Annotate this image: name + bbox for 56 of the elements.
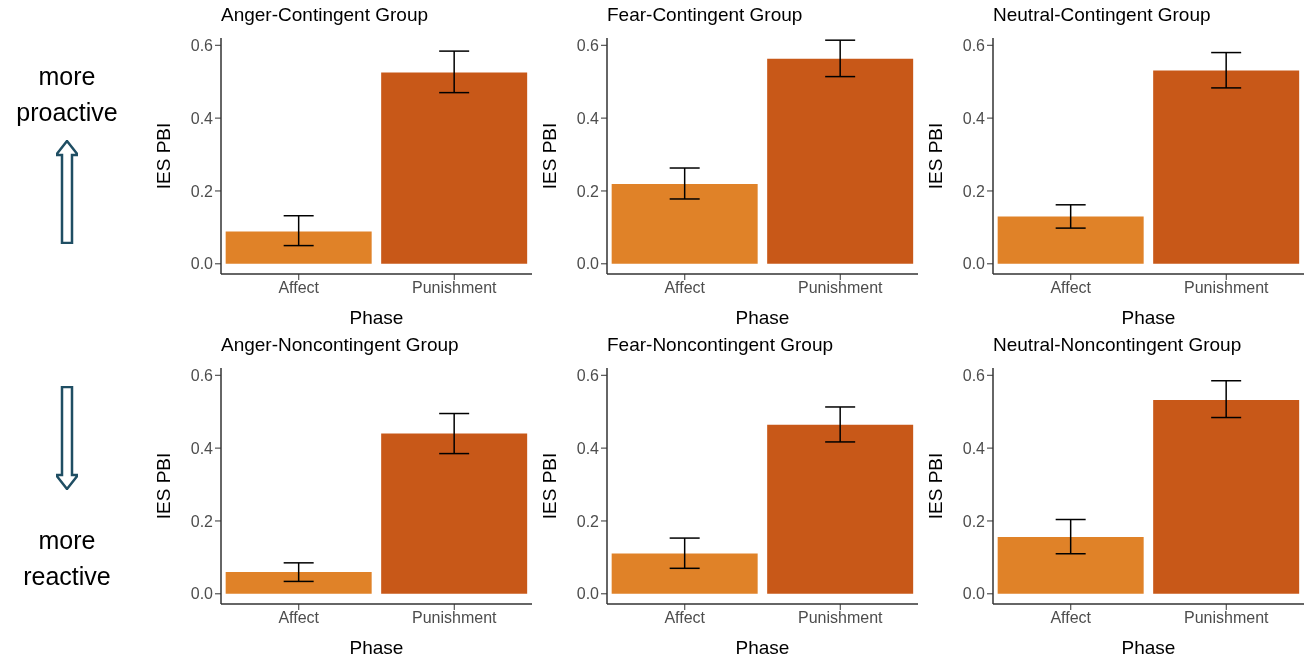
y-tick-label: 0.0 [962,255,986,273]
chart-title: Anger-Contingent Group [220,3,429,27]
chart-title: Anger-Noncontingent Group [220,333,460,357]
text: more reactive [22,525,112,592]
x-tick-label: Affect [278,609,320,627]
y-tick-label: 0.6 [190,36,214,54]
y-tick-label: 0.0 [190,585,214,603]
y-tick-label: 0.2 [190,182,214,200]
y-tick-label: 0.2 [576,512,600,530]
x-tick-label: Affect [1050,279,1092,297]
chart-title: Neutral-Noncontingent Group [992,333,1243,357]
text: more proactive [15,61,119,128]
y-tick-label: 0.2 [962,182,986,200]
x-tick-label: Affect [1050,609,1092,627]
y-tick-label: 0.4 [576,109,600,127]
x-axis-title: Phase [1121,637,1176,658]
x-tick-label: Punishment [1184,609,1270,627]
y-axis-title: IES PBI [538,452,560,520]
x-axis-title: Phase [735,637,790,658]
y-axis-title: IES PBI [538,122,560,190]
y-tick-label: 0.0 [962,585,986,603]
y-tick-label: 0.6 [576,366,600,384]
y-axis-title: IES PBI [924,452,946,520]
chart-title: Fear-Noncontingent Group [606,333,834,357]
x-tick-label: Punishment [412,609,498,627]
chart-title: Neutral-Contingent Group [992,3,1212,27]
y-axis-title: IES PBI [924,122,946,190]
x-tick-label: Affect [278,279,320,297]
x-axis-title: Phase [349,637,404,658]
x-tick-label: Punishment [412,279,498,297]
y-tick-label: 0.2 [962,512,986,530]
x-tick-label: Punishment [798,279,884,297]
x-tick-label: Affect [664,609,706,627]
x-tick-label: Affect [664,279,706,297]
y-tick-label: 0.4 [962,439,986,457]
y-tick-label: 0.6 [190,366,214,384]
y-tick-label: 0.6 [962,366,986,384]
y-tick-label: 0.0 [576,255,600,273]
x-axis-title: Phase [735,307,790,328]
y-tick-label: 0.4 [576,439,600,457]
y-tick-label: 0.6 [962,36,986,54]
y-tick-label: 0.0 [190,255,214,273]
y-axis-title: IES PBI [152,122,174,190]
chart-title: Fear-Contingent Group [606,3,804,27]
y-tick-label: 0.4 [190,109,214,127]
y-tick-label: 0.4 [962,109,986,127]
x-tick-label: Punishment [798,609,884,627]
y-tick-label: 0.2 [190,512,214,530]
y-tick-label: 0.6 [576,36,600,54]
y-tick-label: 0.2 [576,182,600,200]
y-tick-label: 0.4 [190,439,214,457]
x-tick-label: Punishment [1184,279,1270,297]
x-axis-title: Phase [349,307,404,328]
x-axis-title: Phase [1121,307,1176,328]
y-tick-label: 0.0 [576,585,600,603]
y-axis-title: IES PBI [152,452,174,520]
